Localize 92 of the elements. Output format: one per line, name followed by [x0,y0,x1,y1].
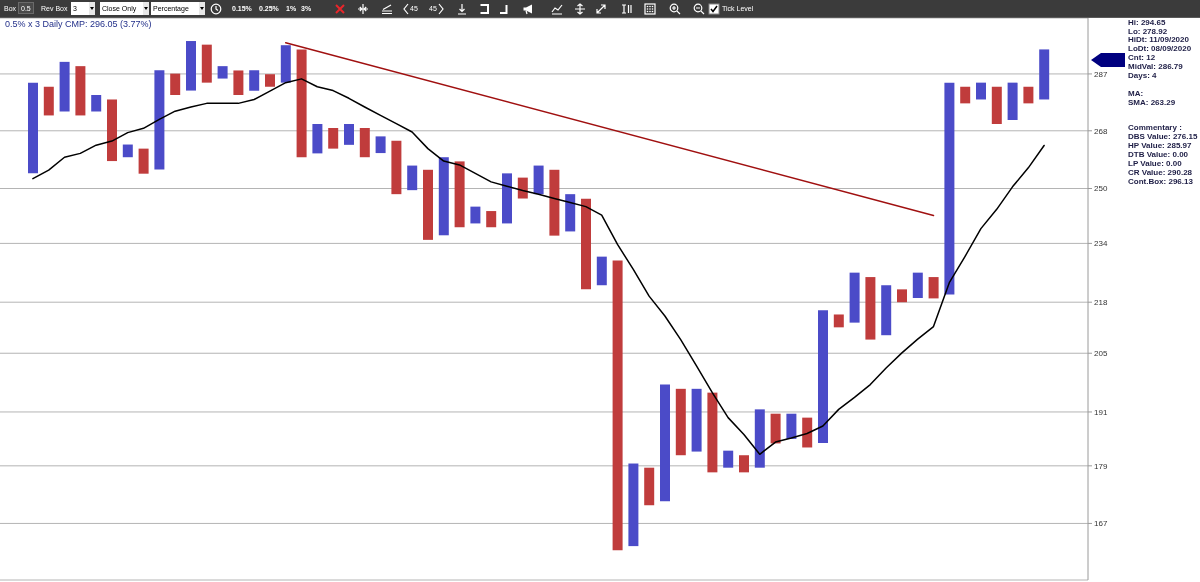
bar [154,70,165,170]
text: HP Value: 285.97 [1128,141,1192,151]
bar [565,194,576,232]
text: CR Value: 290.28 [1128,167,1193,178]
bar [249,70,260,91]
y-tick-label: 191 [1094,407,1108,417]
bar [691,388,702,452]
text: HiDt: 11/09/2020 [1128,35,1189,45]
bar [265,74,275,87]
text: Lo: 278.92 [1128,26,1168,37]
bar [122,144,133,158]
bar [818,310,828,443]
bar [960,86,971,104]
bar [628,463,639,547]
text: LoDt: 08/09/2020 [1128,44,1192,54]
bar [486,211,497,228]
bar [375,136,386,154]
bar [502,173,512,224]
chart-title: 0.5% x 3 Daily CMP: 296.05 (3.77%) [5,19,152,29]
text: MA: [1128,89,1144,99]
bar [944,82,955,295]
bar [233,70,244,96]
bar [328,128,339,149]
bar [407,165,418,191]
bar [1023,86,1034,104]
bar [296,49,307,158]
bar [43,86,54,116]
text: DBS Value: 276.15 [1128,132,1198,142]
text: SMA: 263.29 [1128,97,1176,108]
bar [91,95,102,112]
bar [438,157,449,236]
bar [881,285,892,336]
y-tick-label: 167 [1094,519,1108,529]
bar [786,413,797,439]
bar [739,455,749,473]
text: DTB Value: 0.00 [1128,150,1189,160]
bar [312,124,323,154]
bar [391,140,402,195]
bar [517,177,528,199]
bar [991,86,1002,124]
y-tick-label: 268 [1094,126,1108,136]
bar [644,467,655,506]
bar [344,124,354,145]
bar [28,82,38,174]
bar [754,409,765,468]
bar [660,384,670,502]
text: Hi: 294.65 [1128,18,1166,29]
bar [280,45,291,83]
bar [976,82,986,100]
bar [186,41,196,91]
text: Days: 4 [1128,70,1157,81]
bar [612,260,623,551]
line-series [32,78,1045,456]
text: Commentary : [1128,123,1182,134]
bar [675,388,686,456]
bar [723,450,734,468]
y-tick-label: 218 [1094,298,1108,308]
bar [596,256,607,286]
y-tick-label: 234 [1094,239,1108,249]
bar [581,198,591,290]
bar [1039,49,1050,100]
bar [1007,82,1018,121]
bar [833,314,844,328]
bar [533,165,544,195]
text: Cont.Box: 296.13 [1128,176,1193,187]
text: Cnt: 12 [1128,52,1156,63]
y-tick-label: 287 [1094,69,1108,79]
bar [849,272,860,323]
bar [802,417,813,448]
bar [107,99,117,162]
bar [454,161,465,228]
y-tick-label: 179 [1094,461,1108,471]
bar [912,272,923,299]
bar [170,73,181,96]
bar [865,277,876,340]
bar [59,61,70,112]
bar [707,392,718,473]
bar [359,128,370,158]
bar [75,66,86,116]
text: MidVal: 286.79 [1128,61,1183,72]
text: LP Value: 0.00 [1128,159,1182,169]
bar [897,289,907,303]
bar [770,413,781,444]
bar [423,169,433,240]
bar [928,277,939,299]
bar [201,44,212,83]
bar [549,169,560,236]
bar [138,148,149,174]
bar [217,66,228,79]
y-tick-label: 250 [1094,184,1108,194]
y-tick-label: 205 [1094,349,1108,359]
bar [470,206,481,224]
